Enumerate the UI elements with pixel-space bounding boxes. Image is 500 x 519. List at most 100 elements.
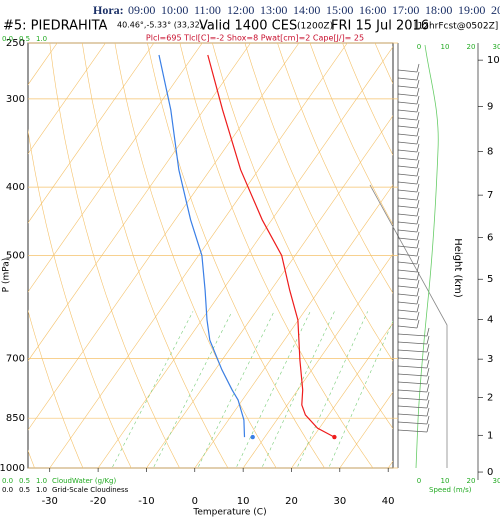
barb-staff (397, 173, 418, 177)
barb-staff (397, 197, 418, 201)
cloudiness-tick-label: 1.0 (36, 486, 47, 494)
barb-staff (397, 165, 418, 169)
hour-link[interactable]: 18:00 (425, 3, 453, 17)
hour-link[interactable]: 20:00 (491, 3, 500, 17)
barb-flag (416, 95, 420, 105)
cloud-tick-label: 0.0 (2, 35, 13, 43)
speed-tick-label: 10 (441, 477, 450, 485)
y-tick-label: 500 (6, 251, 25, 262)
y-tick-label: 250 (6, 38, 25, 49)
y2-axis-label: Height (km) (452, 238, 463, 298)
barb-staff (397, 365, 428, 369)
isotherm (339, 391, 393, 468)
hour-link[interactable]: 17:00 (392, 3, 420, 17)
barb-staff (397, 245, 418, 249)
barb-staff (397, 93, 418, 97)
barb-flag (416, 167, 420, 177)
barb-staff (397, 157, 418, 161)
barb-staff (397, 357, 428, 361)
x-tick-label: 40 (382, 496, 395, 507)
hour-link[interactable]: 14:00 (293, 3, 321, 17)
y2-tick-label: 1 (487, 430, 493, 441)
barb-staff (397, 141, 418, 145)
cloud-tick-label: 0.5 (19, 477, 30, 485)
y-tick-label: 400 (6, 182, 25, 193)
barb-staff (397, 189, 418, 193)
barb-staff (397, 117, 418, 121)
y2-tick-label: 9 (487, 101, 493, 112)
cloud-water-label: CloudWater (g/Kg) (52, 477, 116, 485)
y-tick-label: 1000 (0, 463, 25, 474)
dry-adiabat (212, 43, 393, 430)
barb-flag (426, 383, 430, 393)
barb-staff (397, 85, 418, 89)
hour-link[interactable]: 13:00 (260, 3, 288, 17)
barb-flag (426, 367, 430, 377)
utc-time: (1200Z) (297, 22, 333, 32)
hour-link[interactable]: 16:00 (359, 3, 387, 17)
barb-staff (397, 77, 418, 81)
barb-staff (397, 397, 428, 401)
cloud-tick-label: 0.5 (19, 35, 30, 43)
barb-flag (426, 423, 430, 433)
barb-flag (416, 303, 420, 313)
y2-tick-label: 3 (487, 354, 493, 365)
hour-link[interactable]: 11:00 (194, 3, 221, 17)
barb-staff (397, 429, 428, 433)
isotherm (28, 43, 106, 155)
barb-flag (416, 159, 420, 169)
barb-flag (416, 231, 420, 241)
barb-staff (397, 213, 418, 217)
barb-staff (397, 69, 418, 73)
dry-adiabat (49, 43, 180, 468)
y2-tick-label: 6 (487, 233, 493, 244)
barb-flag (416, 71, 420, 81)
barb-flag (416, 135, 420, 145)
date: FRI 15 Jul 2016 (331, 19, 429, 34)
x-tick-label: -30 (42, 496, 58, 507)
barb-staff (397, 285, 418, 289)
barb-flag (426, 343, 430, 353)
hour-link[interactable]: 10:00 (161, 3, 189, 17)
barb-staff (397, 237, 418, 241)
barb-flag (416, 239, 420, 249)
x-tick-label: -10 (138, 496, 154, 507)
hour-link[interactable]: 15:00 (326, 3, 354, 17)
hour-link[interactable]: 09:00 (128, 3, 156, 17)
dry-adiabat (277, 43, 393, 294)
barb-flag (416, 287, 420, 297)
barb-flag (416, 111, 420, 121)
valid-time: Valid 1400 CES (199, 19, 297, 34)
barb-staff (397, 309, 418, 313)
barb-flag (416, 103, 420, 113)
barb-flag (416, 143, 420, 153)
mixing-ratio-line (152, 311, 233, 468)
barb-flag (416, 127, 420, 137)
barb-staff (397, 229, 418, 233)
barb-flag (426, 391, 430, 401)
barb-flag (416, 279, 420, 289)
profile-line (207, 54, 335, 438)
barb-flag (416, 183, 420, 193)
hour-link[interactable]: 12:00 (227, 3, 255, 17)
barb-flag (416, 191, 420, 201)
cloudiness-tick-label: 0.0 (2, 486, 13, 494)
dry-adiabat (466, 31, 500, 484)
speed-tick-label: 20 (467, 477, 476, 485)
barb-staff (397, 125, 418, 129)
barb-flag (416, 63, 420, 73)
barb-flag (416, 175, 420, 185)
barb-flag (416, 295, 420, 305)
y2-tick-label: 10 (487, 55, 500, 66)
barb-staff (397, 349, 428, 353)
dry-adiabat (434, 31, 500, 484)
hour-link[interactable]: 19:00 (458, 3, 486, 17)
speed-label: Speed (m/s) (429, 486, 472, 494)
x-axis-label: Temperature (C) (192, 508, 266, 518)
barb-flag (416, 151, 420, 161)
barb-staff (397, 277, 418, 281)
barb-staff (397, 413, 428, 417)
